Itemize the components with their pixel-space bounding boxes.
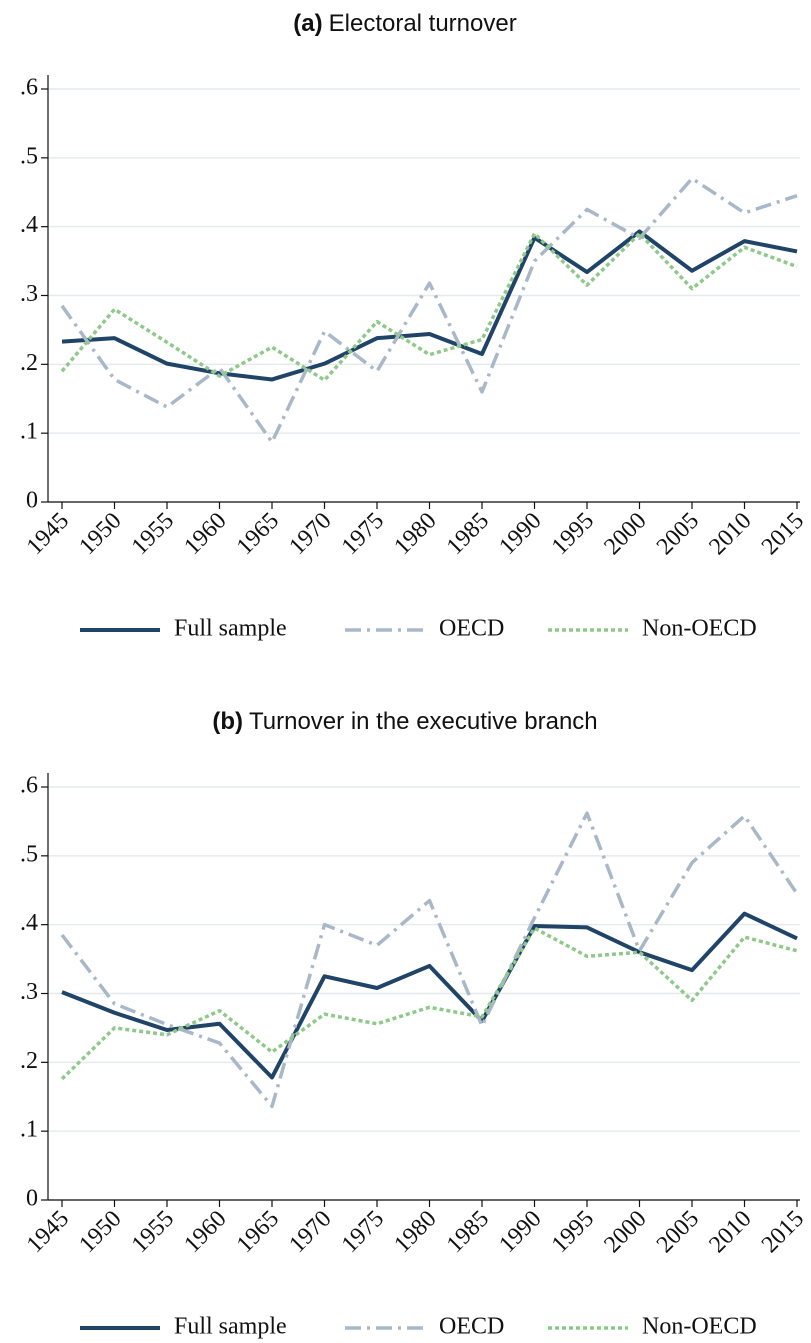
x-tick-label: 1955 <box>127 508 179 560</box>
panel-label: (b) <box>212 708 243 735</box>
legend-label: OECD <box>439 616 504 642</box>
x-tick-label: 1950 <box>74 1206 126 1258</box>
x-tick-label: 2015 <box>757 508 809 560</box>
legend-label: Non-OECD <box>642 616 757 642</box>
x-tick-label: 1950 <box>74 508 126 560</box>
panel-label: (a) <box>293 10 322 37</box>
legend-label: Full sample <box>174 1314 287 1340</box>
x-tick-label: 1980 <box>389 508 441 560</box>
x-tick-label: 1955 <box>127 1206 179 1258</box>
x-tick-label: 1990 <box>494 508 546 560</box>
y-tick-label: .2 <box>20 350 38 376</box>
series-line <box>61 229 798 382</box>
chart-title: (b) Turnover in the executive branch <box>212 708 597 735</box>
x-tick-label: 2010 <box>704 1206 756 1258</box>
series-line <box>60 811 799 1109</box>
x-tick-label: 1960 <box>179 1206 231 1258</box>
y-tick-label: 0 <box>26 488 38 514</box>
y-tick-label: .6 <box>20 773 38 799</box>
x-tick-label: 1945 <box>22 508 74 560</box>
x-tick-label: 2010 <box>704 508 756 560</box>
x-tick-label: 1985 <box>442 508 494 560</box>
x-tick-label: 1970 <box>284 508 336 560</box>
y-tick-label: .1 <box>20 1117 38 1143</box>
legend-label: Non-OECD <box>642 1314 757 1340</box>
x-tick-label: 1995 <box>547 508 599 560</box>
series-line <box>61 911 798 1080</box>
x-tick-label: 1980 <box>389 1206 441 1258</box>
y-tick-label: 0 <box>26 1186 38 1212</box>
x-tick-label: 2005 <box>652 1206 704 1258</box>
y-tick-label: .3 <box>20 979 38 1005</box>
x-tick-label: 1970 <box>284 1206 336 1258</box>
chart: (b) Turnover in the executive branch 0 .1.… <box>20 708 809 1339</box>
series-line <box>60 926 798 1081</box>
x-tick-label: 1945 <box>22 1206 74 1258</box>
x-tick-label: 1975 <box>337 508 389 560</box>
y-tick-label: .5 <box>20 841 38 867</box>
x-tick-label: 1965 <box>232 1206 284 1258</box>
series-line <box>60 231 798 382</box>
x-tick-label: 1965 <box>232 508 284 560</box>
x-tick-label: 1995 <box>547 1206 599 1258</box>
x-tick-label: 2000 <box>599 1206 651 1258</box>
title-text: Electoral turnover <box>329 10 517 37</box>
x-tick-label: 2015 <box>757 1206 809 1258</box>
y-tick-label: .3 <box>20 281 38 307</box>
series-line <box>60 176 798 444</box>
x-tick-label: 2005 <box>652 508 704 560</box>
legend-label: OECD <box>439 1314 504 1340</box>
y-tick-label: .4 <box>20 910 38 936</box>
y-tick-label: .6 <box>20 75 38 101</box>
y-tick-label: .2 <box>20 1048 38 1074</box>
x-tick-label: 1960 <box>179 508 231 560</box>
x-tick-label: 1990 <box>494 1206 546 1258</box>
legend-label: Full sample <box>174 616 287 642</box>
title-text: Turnover in the executive branch <box>249 708 598 735</box>
chart-title: (a) Electoral turnover <box>293 10 516 37</box>
y-tick-label: .5 <box>20 143 38 169</box>
y-tick-label: .1 <box>20 419 38 445</box>
x-tick-label: 1985 <box>442 1206 494 1258</box>
y-tick-label: .4 <box>20 212 38 238</box>
x-tick-label: 2000 <box>599 508 651 560</box>
x-tick-label: 1975 <box>337 1206 389 1258</box>
